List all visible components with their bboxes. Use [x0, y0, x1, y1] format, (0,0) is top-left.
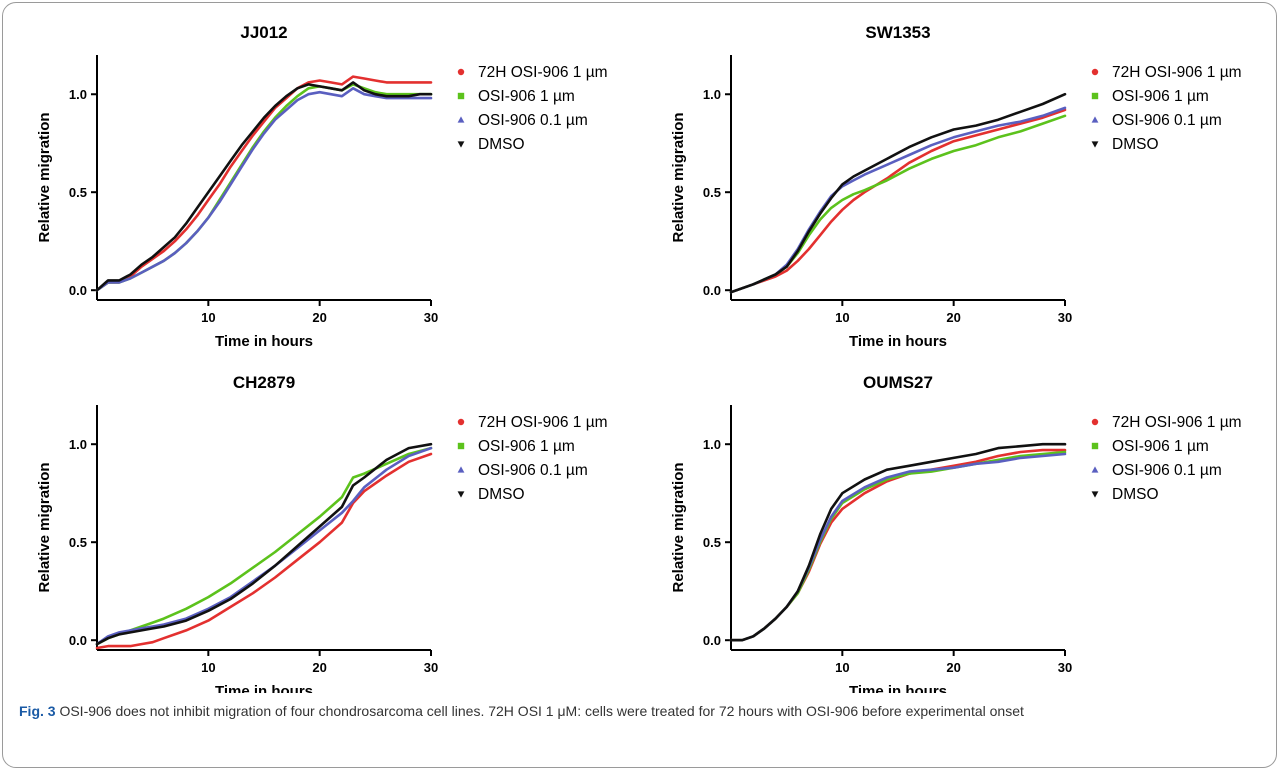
x-axis-label: Time in hours [849, 333, 947, 350]
y-axis-label: Relative migration [670, 112, 687, 242]
y-tick-label: 1.0 [69, 437, 87, 452]
chart-panel-4: OUMS27 0.0 0.5 1.0 10 20 30 Time in hours Relati… [670, 373, 1242, 700]
x-tick-label: 20 [312, 310, 326, 325]
legend-marker [457, 491, 465, 498]
series-line [95, 87, 433, 292]
legend-entry: DMSO [1112, 486, 1159, 503]
legend-entry: OSI-906 0.1 µm [478, 112, 588, 129]
legend-marker [1091, 116, 1099, 123]
x-tick-label: 10 [201, 310, 215, 325]
legend-marker [457, 418, 465, 426]
series-line [95, 446, 433, 646]
y-tick-label: 0.0 [69, 633, 87, 648]
legend-entry: DMSO [1112, 136, 1159, 153]
legend-marker [1091, 68, 1099, 76]
legend-marker [1091, 442, 1099, 450]
figure-label: Fig. 3 [19, 703, 56, 719]
legend-entry: OSI-906 1 µm [478, 438, 575, 455]
x-tick-label: 30 [1058, 310, 1072, 325]
y-axis-label: Relative migration [670, 462, 687, 592]
x-axis-label: Time in hours [215, 683, 313, 693]
x-axis-label: Time in hours [849, 683, 947, 693]
y-axis-label: Relative migration [36, 112, 53, 242]
series-line [729, 442, 1067, 642]
panel-title: CH2879 [233, 373, 295, 392]
legend-marker [457, 116, 465, 123]
legend-marker [457, 141, 465, 148]
legend-marker [457, 68, 465, 76]
y-axis-label: Relative migration [36, 462, 53, 592]
figure-caption: Fig. 3 OSI-906 does not inhibit migratio… [19, 700, 1264, 722]
x-tick-label: 30 [1058, 660, 1072, 675]
legend-entry: DMSO [478, 486, 525, 503]
y-tick-label: 1.0 [69, 87, 87, 102]
panel-title: SW1353 [865, 23, 930, 42]
series-line [95, 452, 433, 650]
y-tick-label: 0.0 [703, 283, 721, 298]
panel-title: JJ012 [240, 23, 287, 42]
legend-marker [1091, 141, 1099, 148]
series-line [729, 106, 1067, 294]
legend-entry: OSI-906 1 µm [1112, 438, 1209, 455]
legend-entry: OSI-906 0.1 µm [478, 462, 588, 479]
chart-panel-1: JJ012 0.0 0.5 1.0 10 20 30 Time in hours Relativ… [36, 23, 608, 350]
y-tick-label: 0.5 [69, 185, 87, 200]
series-line [95, 81, 433, 292]
x-tick-label: 20 [946, 660, 960, 675]
legend-entry: OSI-906 0.1 µm [1112, 112, 1222, 129]
x-axis-label: Time in hours [215, 333, 313, 350]
legend-entry: 72H OSI-906 1 µm [478, 414, 608, 431]
y-tick-label: 0.0 [703, 633, 721, 648]
legend-entry: OSI-906 0.1 µm [1112, 462, 1222, 479]
y-tick-label: 0.5 [69, 535, 87, 550]
x-tick-label: 20 [312, 660, 326, 675]
x-tick-label: 10 [201, 660, 215, 675]
chart-panel-2: SW1353 0.0 0.5 1.0 10 20 30 Time in hours Relati… [670, 23, 1242, 350]
series-line [95, 446, 433, 646]
legend-entry: OSI-906 1 µm [478, 88, 575, 105]
y-tick-label: 0.5 [703, 185, 721, 200]
series-line [729, 108, 1067, 294]
legend-entry: 72H OSI-906 1 µm [478, 64, 608, 81]
y-tick-label: 0.0 [69, 283, 87, 298]
series-line [729, 92, 1067, 294]
y-tick-label: 1.0 [703, 87, 721, 102]
legend-marker [457, 466, 465, 473]
x-tick-label: 10 [835, 660, 849, 675]
x-tick-label: 20 [946, 310, 960, 325]
legend-entry: OSI-906 1 µm [1112, 88, 1209, 105]
legend-marker [1091, 491, 1099, 498]
legend-marker [457, 442, 465, 450]
legend-marker [1091, 466, 1099, 473]
y-tick-label: 0.5 [703, 535, 721, 550]
legend-entry: 72H OSI-906 1 µm [1112, 414, 1242, 431]
legend-marker [457, 92, 465, 100]
legend-entry: DMSO [478, 136, 525, 153]
legend-marker [1091, 418, 1099, 426]
legend-marker [1091, 92, 1099, 100]
figure-panels: JJ012 0.0 0.5 1.0 10 20 30 Time in hours Relativ… [36, 23, 1242, 700]
y-tick-label: 1.0 [703, 437, 721, 452]
x-tick-label: 10 [835, 310, 849, 325]
chart-panel-3: CH2879 0.0 0.5 1.0 10 20 30 Time in hours Relati… [36, 373, 608, 700]
panel-title: OUMS27 [863, 373, 933, 392]
series-line [95, 442, 433, 646]
x-tick-label: 30 [424, 310, 438, 325]
caption-text: OSI-906 does not inhibit migration of fo… [55, 703, 1024, 719]
x-tick-label: 30 [424, 660, 438, 675]
series-line [95, 75, 433, 292]
series-line [729, 114, 1067, 294]
legend-entry: 72H OSI-906 1 µm [1112, 64, 1242, 81]
